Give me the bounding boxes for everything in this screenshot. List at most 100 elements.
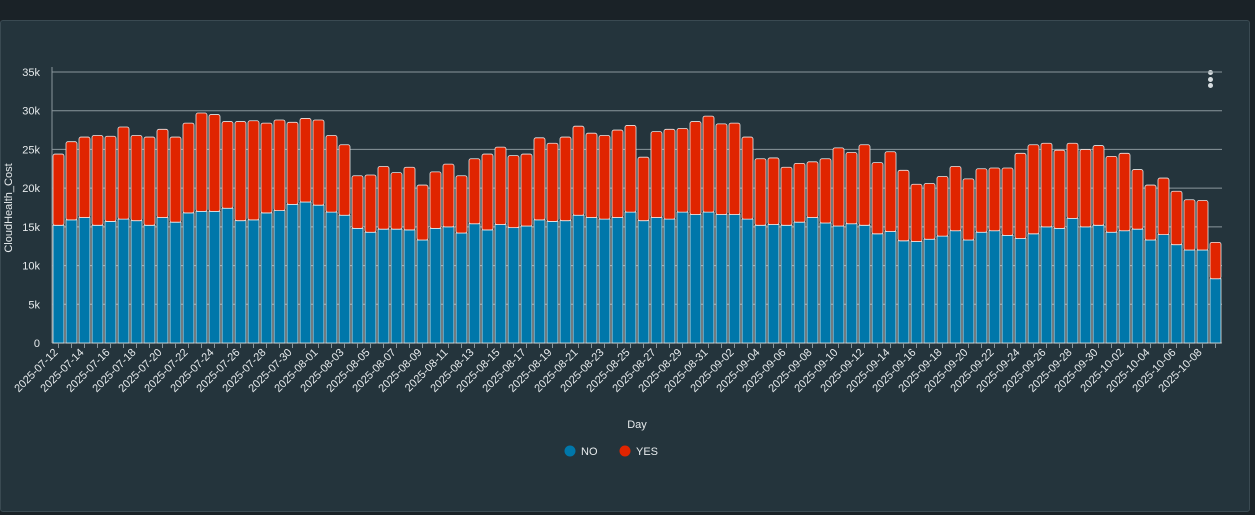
bar-no — [637, 220, 650, 344]
bar-yes — [767, 157, 780, 225]
bar-no — [988, 230, 1001, 344]
bar-yes — [390, 172, 403, 230]
bar-yes — [585, 132, 598, 218]
bar-no — [533, 219, 546, 344]
bar-yes — [364, 174, 377, 233]
bar-no — [884, 231, 897, 344]
bar-yes — [702, 115, 715, 213]
bar-yes — [936, 176, 949, 237]
bar-no — [1066, 217, 1079, 344]
bar-no — [78, 217, 91, 344]
bar-no — [585, 217, 598, 344]
y-tick-label: 5k — [28, 299, 40, 311]
bar-yes — [780, 166, 793, 226]
legend-label-no[interactable]: NO — [581, 446, 598, 458]
bar-yes — [312, 119, 325, 206]
bar-yes — [78, 136, 91, 218]
bar-no — [221, 207, 234, 344]
bar-yes — [169, 136, 182, 223]
bar-no — [910, 241, 923, 344]
bar-yes — [260, 122, 273, 214]
bar-yes — [325, 135, 338, 213]
bar-no — [897, 240, 910, 344]
bar-no — [52, 224, 65, 344]
bar-no — [962, 239, 975, 344]
bar-no — [663, 218, 676, 344]
bar-yes — [1209, 241, 1222, 280]
bar-no — [845, 223, 858, 344]
y-tick-label: 0 — [34, 338, 40, 350]
legend-marker-yes[interactable] — [619, 445, 631, 457]
bar-yes — [507, 155, 520, 229]
bar-no — [468, 223, 481, 344]
bar-yes — [234, 121, 247, 222]
bar-yes — [663, 128, 676, 220]
bar-yes — [52, 153, 65, 226]
bar-yes — [559, 136, 572, 222]
bar-yes — [624, 125, 637, 213]
bar-yes — [286, 121, 299, 205]
bar-no — [494, 224, 507, 344]
bar-yes — [533, 137, 546, 221]
bar-no — [793, 221, 806, 344]
bar-no — [481, 229, 494, 344]
bar-no — [208, 210, 221, 344]
bar-yes — [442, 163, 455, 228]
bar-yes — [1079, 149, 1092, 228]
bar-yes — [650, 131, 663, 218]
bar-no — [325, 211, 338, 344]
bar-no — [234, 220, 247, 344]
bar-yes — [975, 168, 988, 233]
bar-yes — [546, 142, 559, 222]
bar-yes — [1027, 144, 1040, 235]
bar-yes — [1157, 177, 1170, 236]
bar-yes — [494, 146, 507, 225]
bar-no — [624, 211, 637, 344]
bar-no — [546, 221, 559, 344]
bar-no — [351, 228, 364, 344]
bar-no — [728, 214, 741, 344]
bar-yes — [195, 112, 208, 212]
bar-yes — [351, 175, 364, 229]
bar-no — [520, 225, 533, 344]
bar-no — [741, 218, 754, 344]
bar-yes — [403, 166, 416, 231]
bar-no — [455, 232, 468, 344]
y-tick-label: 15k — [22, 222, 40, 234]
bar-yes — [299, 118, 312, 203]
bar-yes — [858, 144, 871, 226]
bar-no — [1209, 278, 1222, 344]
bar-no — [299, 201, 312, 344]
bar-no — [1183, 249, 1196, 344]
bar-yes — [806, 161, 819, 218]
bar-yes — [208, 114, 221, 212]
bar-no — [1001, 234, 1014, 344]
y-tick-label: 30k — [22, 106, 40, 118]
bar-yes — [884, 151, 897, 232]
bar-no — [1144, 239, 1157, 344]
bar-yes — [520, 153, 533, 227]
bar-no — [559, 220, 572, 344]
bar-yes — [871, 162, 884, 235]
bar-yes — [1040, 142, 1053, 228]
x-axis-label: Day — [627, 419, 647, 431]
bar-yes — [611, 129, 624, 218]
bar-yes — [741, 136, 754, 220]
bar-yes — [949, 166, 962, 232]
bar-yes — [182, 122, 195, 214]
bar-no — [754, 224, 767, 344]
bar-no — [1053, 228, 1066, 344]
bar-no — [975, 231, 988, 344]
bar-yes — [923, 183, 936, 240]
bar-no — [429, 228, 442, 344]
bar-no — [767, 224, 780, 344]
legend-label-yes[interactable]: YES — [636, 446, 658, 458]
bar-yes — [1001, 167, 1014, 236]
y-tick-label: 25k — [22, 144, 40, 156]
bar-no — [1027, 233, 1040, 344]
legend-marker-no[interactable] — [564, 445, 576, 457]
bar-no — [1105, 231, 1118, 344]
bar-yes — [897, 169, 910, 242]
bar-yes — [728, 122, 741, 215]
